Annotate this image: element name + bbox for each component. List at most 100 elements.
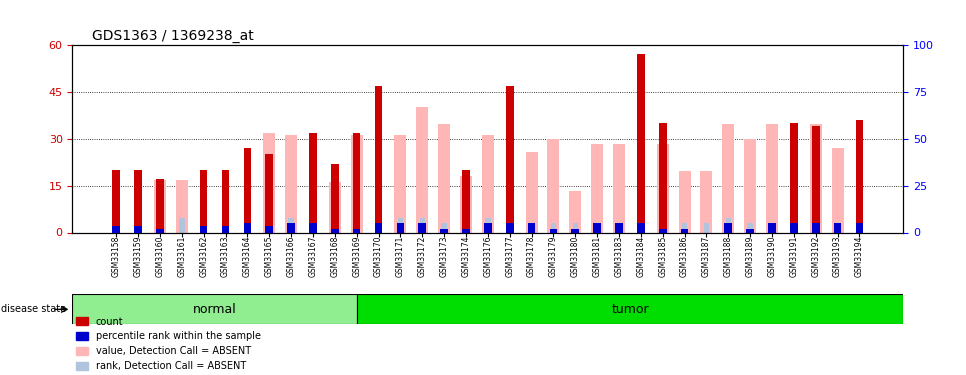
Text: GSM33194: GSM33194 <box>855 236 864 277</box>
Bar <box>810 124 822 232</box>
Bar <box>482 135 494 232</box>
Bar <box>134 170 142 232</box>
Bar <box>375 223 383 232</box>
Bar <box>569 191 582 232</box>
Text: GSM33171: GSM33171 <box>396 236 405 277</box>
Text: tumor: tumor <box>611 303 649 316</box>
Bar <box>309 223 317 232</box>
Text: GSM33179: GSM33179 <box>549 236 558 277</box>
Bar <box>573 223 578 232</box>
Bar <box>835 223 840 232</box>
Bar <box>527 223 535 232</box>
Bar <box>200 226 208 232</box>
Text: GSM33187: GSM33187 <box>702 236 711 277</box>
Text: normal: normal <box>193 303 237 316</box>
Bar <box>309 132 317 232</box>
Text: GSM33192: GSM33192 <box>811 236 820 277</box>
Bar <box>637 223 644 232</box>
Bar <box>354 217 359 232</box>
Text: GSM33180: GSM33180 <box>571 236 580 277</box>
Bar <box>440 230 448 232</box>
Bar <box>289 217 294 232</box>
Bar <box>790 223 798 232</box>
Text: GSM33163: GSM33163 <box>221 236 230 277</box>
Bar <box>659 230 667 232</box>
Bar <box>657 144 668 232</box>
Bar <box>176 180 187 232</box>
Bar <box>416 107 428 232</box>
Legend: count, percentile rank within the sample, value, Detection Call = ABSENT, rank, : count, percentile rank within the sample… <box>72 313 265 375</box>
Bar <box>790 123 798 232</box>
Text: GSM33176: GSM33176 <box>483 236 493 277</box>
Bar <box>331 230 339 232</box>
Bar <box>266 154 273 232</box>
Bar <box>856 223 864 232</box>
Bar <box>156 230 164 232</box>
Text: GSM33164: GSM33164 <box>242 236 252 277</box>
Bar <box>112 170 120 232</box>
Text: GSM33167: GSM33167 <box>308 236 318 277</box>
Bar <box>418 223 426 232</box>
Bar <box>200 170 208 232</box>
Bar <box>724 223 732 232</box>
Bar <box>462 230 469 232</box>
Bar <box>526 152 537 232</box>
Bar <box>332 223 337 232</box>
Bar <box>813 223 818 232</box>
Bar <box>769 223 775 232</box>
Bar <box>154 180 166 232</box>
Text: GSM33178: GSM33178 <box>527 236 536 277</box>
Bar <box>112 226 120 232</box>
Text: GSM33191: GSM33191 <box>789 236 798 277</box>
Text: GSM33186: GSM33186 <box>680 236 689 277</box>
Text: GSM33188: GSM33188 <box>724 236 733 277</box>
Bar <box>615 223 623 232</box>
Text: disease state: disease state <box>1 304 66 314</box>
Bar <box>528 223 534 232</box>
Bar <box>744 139 756 232</box>
Bar <box>285 135 298 232</box>
Bar <box>834 223 841 232</box>
Bar <box>221 170 229 232</box>
Bar <box>419 217 425 232</box>
Bar <box>485 217 491 232</box>
Bar <box>832 148 843 232</box>
Text: GSM33173: GSM33173 <box>440 236 448 277</box>
Bar <box>375 86 383 232</box>
Bar <box>725 217 731 232</box>
Bar <box>460 176 472 232</box>
Bar <box>594 223 600 232</box>
Text: GSM33159: GSM33159 <box>133 236 143 277</box>
Text: GDS1363 / 1369238_at: GDS1363 / 1369238_at <box>92 29 253 43</box>
Bar <box>357 294 903 324</box>
Text: GSM33184: GSM33184 <box>637 236 645 277</box>
Bar <box>768 223 776 232</box>
Text: GSM33181: GSM33181 <box>592 236 602 277</box>
Bar <box>267 217 272 232</box>
Bar <box>747 230 754 232</box>
Bar <box>287 223 295 232</box>
Bar <box>811 126 819 232</box>
Text: GSM33185: GSM33185 <box>658 236 668 277</box>
Bar <box>484 223 492 232</box>
Text: GSM33174: GSM33174 <box>462 236 470 277</box>
Bar <box>266 226 273 232</box>
Bar <box>464 223 469 232</box>
Bar <box>700 171 713 232</box>
Bar <box>660 223 666 232</box>
Bar <box>681 230 689 232</box>
Bar <box>616 223 622 232</box>
Text: GSM33158: GSM33158 <box>112 236 121 277</box>
Bar <box>134 226 142 232</box>
Text: GSM33190: GSM33190 <box>768 236 777 277</box>
Text: GSM33177: GSM33177 <box>505 236 514 277</box>
Bar <box>593 223 601 232</box>
Text: GSM33193: GSM33193 <box>833 236 842 277</box>
Text: GSM33160: GSM33160 <box>156 236 164 277</box>
Bar <box>243 223 251 232</box>
Bar <box>723 124 734 232</box>
Text: GSM33166: GSM33166 <box>287 236 296 277</box>
Bar <box>328 182 341 232</box>
Bar <box>179 217 185 232</box>
Bar <box>353 230 360 232</box>
